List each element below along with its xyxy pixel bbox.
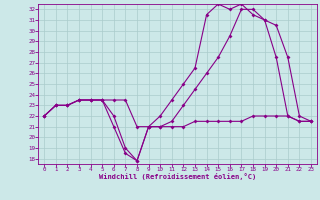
X-axis label: Windchill (Refroidissement éolien,°C): Windchill (Refroidissement éolien,°C) bbox=[99, 173, 256, 180]
